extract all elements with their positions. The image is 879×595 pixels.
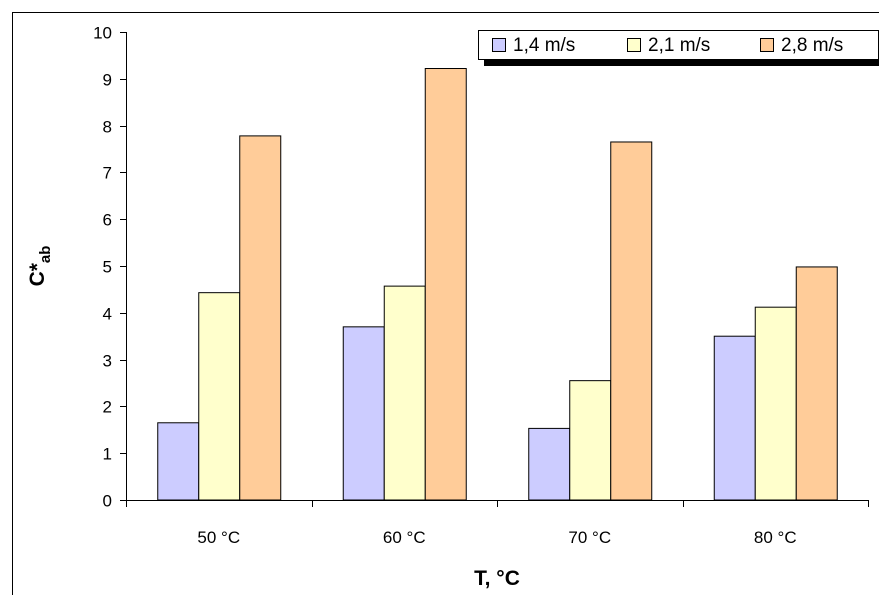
bar: [754, 306, 797, 501]
y-tick-label: 5: [103, 258, 112, 277]
legend-items: 1,4 m/s 2,1 m/s 2,8 m/s: [492, 35, 843, 56]
x-tick-label: 80 °C: [754, 528, 797, 547]
bar: [342, 326, 385, 501]
legend-swatch: [627, 38, 641, 52]
bar: [610, 141, 653, 501]
bar: [424, 68, 467, 501]
bar: [528, 427, 571, 501]
bar: [795, 266, 838, 501]
legend: 1,4 m/s 2,1 m/s 2,8 m/s: [478, 30, 879, 66]
y-axis-title: C*ab: [26, 246, 54, 287]
y-tick-label: 1: [103, 445, 112, 464]
y-tick-label: 7: [103, 164, 112, 183]
y-axis-title-main: C*: [26, 262, 49, 286]
y-ticks: 0 1 2 3 4 5 6 7 8 9 10: [93, 24, 126, 511]
x-ticks: 50 °C 60 °C 70 °C 80 °C: [126, 500, 869, 547]
bar: [239, 135, 282, 501]
y-tick-label: 3: [103, 352, 112, 371]
bar: [198, 292, 241, 501]
legend-label: 2,8 m/s: [781, 35, 843, 56]
y-tick-label: 4: [103, 305, 112, 324]
legend-label: 2,1 m/s: [648, 35, 710, 56]
x-axis-title: T, °C: [474, 567, 520, 590]
x-tick-label: 60 °C: [383, 528, 426, 547]
legend-swatch: [492, 38, 506, 52]
y-tick-label: 0: [103, 492, 112, 511]
y-tick-label: 2: [103, 398, 112, 417]
bar: [157, 422, 200, 501]
bars-layer: [157, 68, 838, 501]
y-tick-label: 8: [103, 118, 112, 137]
y-tick-label: 9: [103, 71, 112, 90]
x-tick-label: 50 °C: [197, 528, 240, 547]
bar: [383, 285, 426, 501]
legend-box: [478, 30, 879, 60]
legend-label: 1,4 m/s: [513, 35, 575, 56]
bar: [569, 380, 612, 501]
y-tick-label: 10: [93, 24, 112, 43]
legend-swatch: [760, 38, 774, 52]
y-tick-label: 6: [103, 211, 112, 230]
x-tick-label: 70 °C: [568, 528, 611, 547]
y-axis-title-sub: ab: [37, 246, 54, 264]
bar: [713, 335, 756, 501]
